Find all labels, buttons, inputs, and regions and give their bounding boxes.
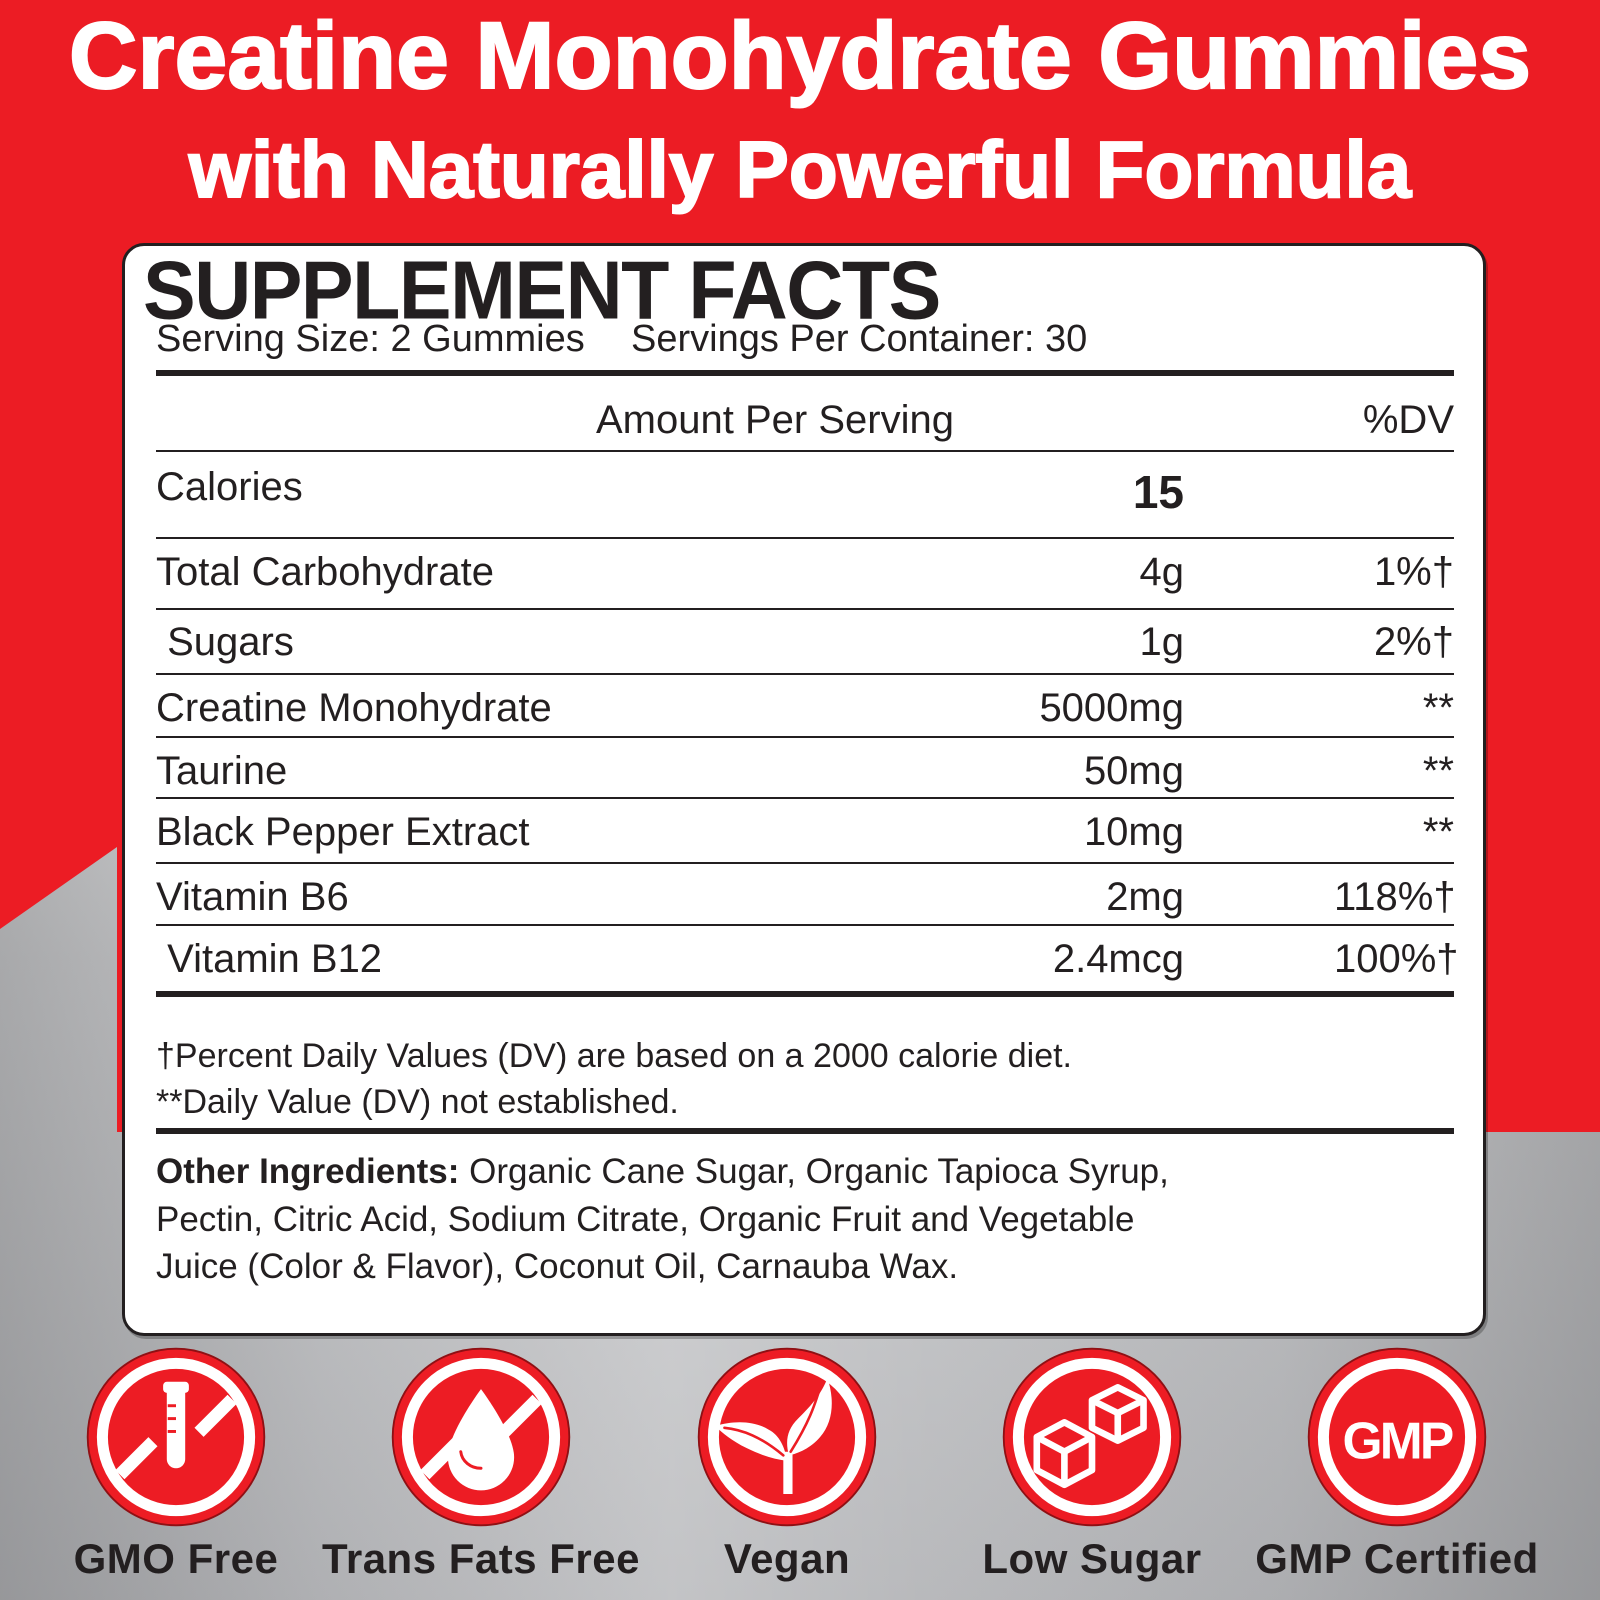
svg-text:GMP: GMP [1342,1412,1452,1470]
